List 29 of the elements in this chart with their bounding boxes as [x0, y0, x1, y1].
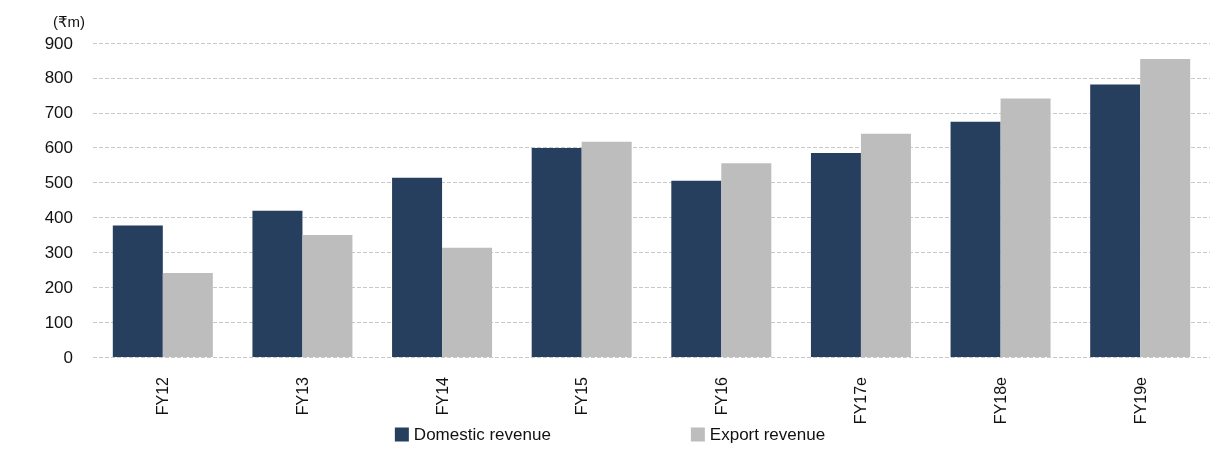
bar — [252, 210, 303, 357]
legend-label: Export revenue — [709, 425, 826, 444]
y-tick-label: 500 — [44, 173, 73, 193]
bar — [392, 177, 443, 357]
x-tick-label: FY13 — [293, 376, 311, 416]
bar — [671, 180, 722, 357]
x-tick-label: FY12 — [154, 376, 172, 416]
x-tick-label: FY17e — [852, 376, 870, 425]
y-tick-label: 700 — [44, 103, 73, 123]
x-tick-label: FY16 — [712, 376, 730, 416]
bar — [531, 148, 582, 357]
y-tick-label: 100 — [44, 312, 73, 332]
x-tick-label: FY18e — [992, 376, 1010, 425]
y-axis-title: (₹m) — [52, 13, 85, 30]
y-tick-label: 0 — [63, 347, 73, 367]
x-tick-label: FY15 — [573, 376, 591, 416]
x-tick-label: FY14 — [433, 376, 451, 416]
x-tick-label: FY19e — [1131, 376, 1149, 425]
y-tick-label: 200 — [44, 277, 73, 297]
bar — [112, 225, 163, 357]
bar — [950, 121, 1001, 357]
y-tick-label: 400 — [44, 207, 73, 227]
legend-label: Domestic revenue — [413, 425, 551, 444]
bar — [1090, 84, 1141, 357]
bar — [810, 152, 861, 357]
y-tick-label: 600 — [44, 138, 73, 158]
y-tick-label: 800 — [44, 68, 73, 88]
y-tick-label: 300 — [44, 242, 73, 262]
y-tick-label: 900 — [44, 33, 73, 53]
